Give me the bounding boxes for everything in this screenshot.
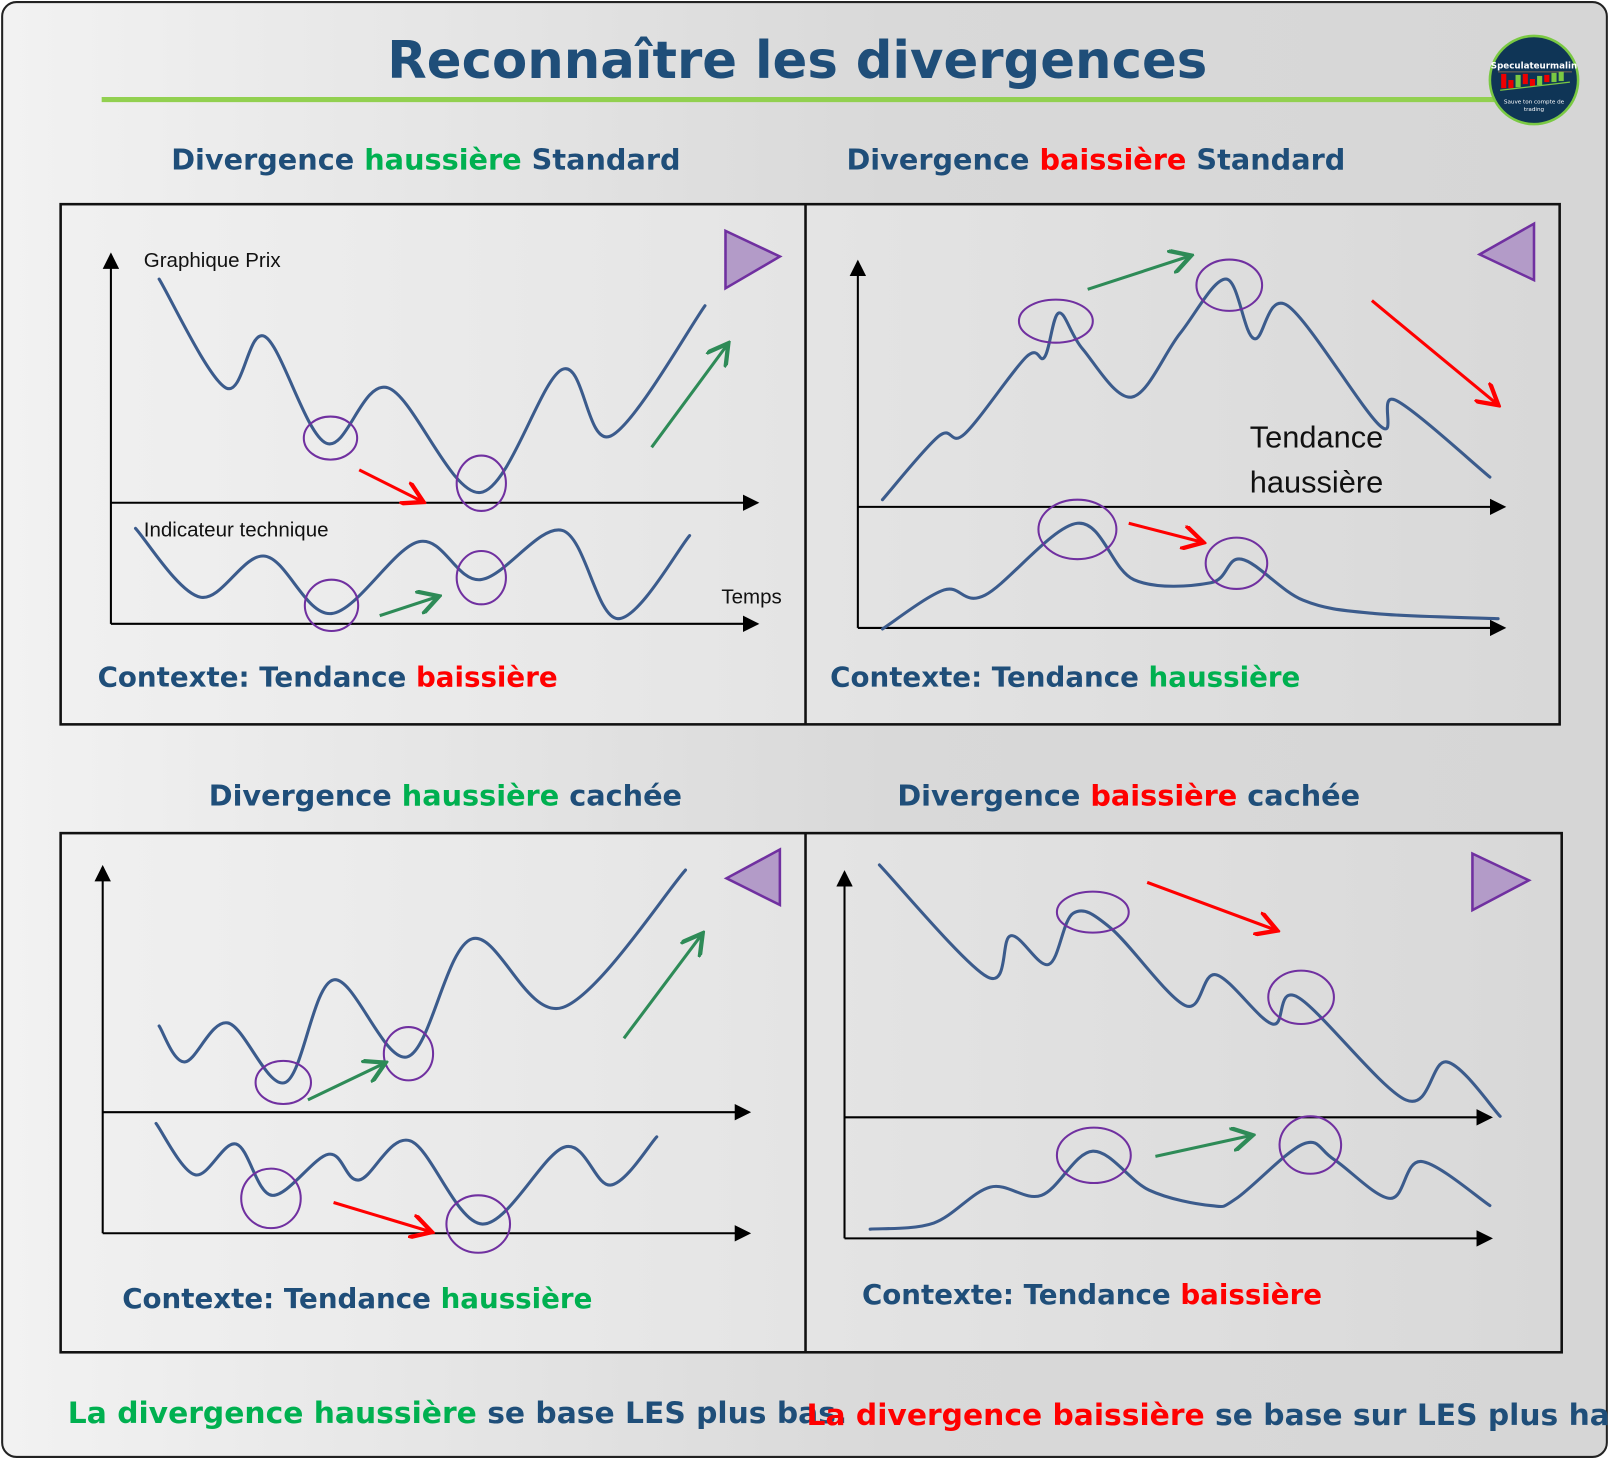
panel-3-green-arrow-icon — [307, 1064, 383, 1102]
panel-2-price-curve — [880, 277, 1492, 502]
svg-text:Speculateurmalin: Speculateurmalin — [1491, 62, 1577, 72]
panel-1-triangle-icon — [724, 228, 783, 291]
panel-frames — [59, 202, 1563, 1354]
panel-3-highlight-circle — [254, 1059, 313, 1106]
panel-1-green-arrow-icon — [650, 346, 727, 449]
panel-4-highlight-circle — [1055, 1126, 1132, 1185]
price-chart-label: Graphique Prix — [144, 249, 282, 272]
panel-2-red-arrow-icon — [1128, 521, 1201, 541]
panel-3-title: Divergence haussière cachée — [209, 778, 682, 812]
panel-4-red-arrow-icon — [1146, 880, 1274, 929]
footer-right: La divergence baissière se base sur LES … — [807, 1398, 1609, 1433]
panel-3-context: Contexte: Tendance haussière — [122, 1282, 592, 1315]
time-label: Temps — [721, 585, 781, 608]
panel-4-highlight-circle — [1267, 969, 1335, 1025]
panel-4-highlight-circle — [1278, 1115, 1343, 1175]
panel-1-title: Divergence haussière Standard — [171, 142, 680, 176]
panel-2-highlight-circle — [1017, 298, 1094, 344]
page-title: Reconnaître les divergences — [387, 31, 1207, 91]
panel-2-indicator-curve — [880, 521, 1500, 631]
panel-2-red-arrow-icon — [1370, 299, 1496, 404]
panel-1-highlight-circle — [455, 549, 507, 606]
svg-text:Sauve ton compte de: Sauve ton compte de — [1504, 100, 1565, 106]
panel-3-indicator-curve — [154, 1121, 659, 1226]
footer-left: La divergence haussière se base LES plus… — [68, 1396, 847, 1431]
panel-1-highlight-circle — [302, 415, 359, 461]
indicator-label: Indicateur technique — [144, 519, 329, 542]
logo: Speculateurmalin Sauve ton compte de tra… — [1488, 34, 1580, 126]
panel-4-price-curve — [877, 863, 1502, 1118]
panel-3-price-curve — [157, 868, 688, 1085]
panel-1-indicator-curve — [133, 526, 692, 621]
panel-1-price-curve — [157, 277, 707, 495]
panel-1-green-arrow-icon — [379, 597, 436, 618]
panel-4-highlight-circle — [1055, 890, 1130, 934]
panel-4-triangle-icon — [1471, 851, 1532, 913]
panel-2-green-arrow-icon — [1087, 257, 1189, 291]
panel-2-highlight-circle — [1195, 258, 1264, 312]
panel-2-triangle-icon — [1476, 221, 1536, 283]
panel-3-triangle-icon — [723, 847, 782, 908]
panel-3-highlight-circle — [382, 1026, 435, 1082]
panel-3-green-arrow-icon — [622, 936, 701, 1040]
trend-label-line2: haussière — [1250, 464, 1383, 499]
panel-4-indicator-curve — [868, 1140, 1492, 1231]
panel-4-green-arrow-icon — [1155, 1136, 1249, 1158]
svg-text:trading: trading — [1524, 107, 1545, 113]
panel-4-title: Divergence baissière cachée — [897, 778, 1360, 812]
panel-1-highlight-circle — [455, 454, 507, 512]
panel-2-highlight-circle — [1037, 498, 1118, 561]
panel-3-highlight-circle — [240, 1167, 302, 1230]
panel-2-highlight-circle — [1204, 536, 1269, 590]
panel-3-highlight-circle — [445, 1194, 512, 1254]
panel-1-highlight-circle — [303, 578, 360, 633]
panel-2-context: Contexte: Tendance haussière — [830, 660, 1300, 693]
panel-1-context: Contexte: Tendance baissière — [98, 660, 558, 693]
panel-1-red-arrow-icon — [358, 468, 421, 501]
panel-2-title: Divergence baissière Standard — [846, 142, 1345, 176]
panel-3-red-arrow-icon — [333, 1201, 429, 1231]
panel-4-context: Contexte: Tendance baissière — [862, 1278, 1322, 1311]
trend-label-line1: Tendance — [1250, 419, 1383, 454]
